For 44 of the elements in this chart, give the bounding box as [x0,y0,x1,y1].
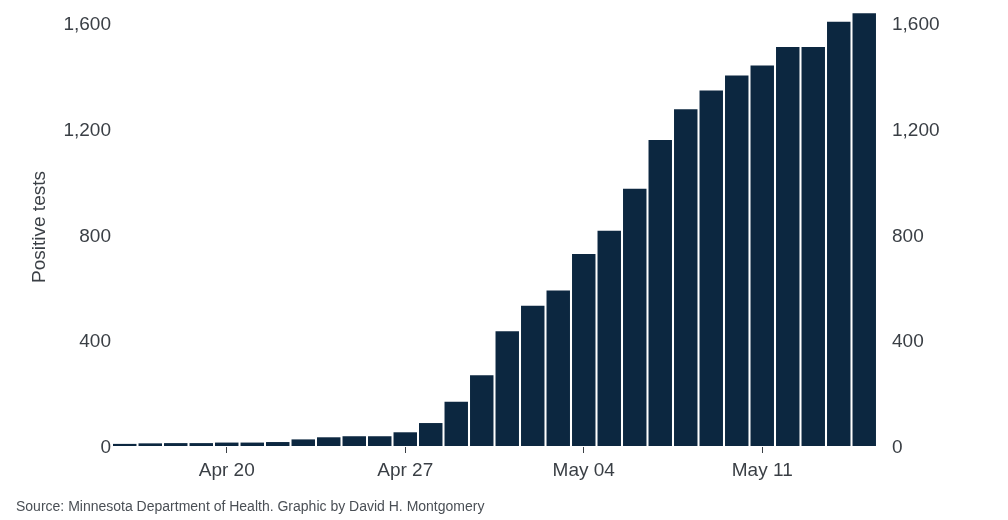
bar [495,331,519,446]
bar [164,443,188,446]
bar [113,443,137,446]
x-tick-label: Apr 20 [198,458,255,480]
y-tick-label: 400 [79,330,111,352]
y-tick-label: 1,200 [63,119,111,141]
bar [419,423,443,446]
bar [444,401,468,446]
bar [827,21,851,446]
bar [648,139,672,446]
bar [699,90,723,446]
y-tick-label: 1,600 [63,13,111,35]
y-tick-label: 800 [79,224,111,246]
y-tick-label: 0 [100,435,111,457]
y2-tick-label: 800 [892,224,924,246]
bar [291,439,315,446]
x-tick-label: May 04 [552,458,616,480]
bar [266,442,290,446]
bar [776,47,800,446]
bar [750,65,774,446]
bar [546,290,570,446]
bar [801,47,825,446]
bar [572,253,596,446]
bar [138,443,162,446]
bar [368,436,392,446]
y2-tick-label: 1,600 [892,13,940,35]
bar [393,432,417,446]
y2-tick-label: 0 [892,435,903,457]
y2-tick-label: 400 [892,330,924,352]
x-tick-label: Apr 27 [377,458,434,480]
bar [852,13,876,446]
bar [317,437,341,446]
bar [623,188,647,446]
bar [189,443,213,446]
bar [470,375,494,446]
source-note: Source: Minnesota Department of Health. Graphic by David H. Montgomery [16,498,485,514]
bar [342,436,366,446]
bar [521,305,545,446]
x-tick-label: May 11 [731,458,793,480]
y2-tick-label: 1,200 [892,119,940,141]
bar [725,75,749,446]
y-axis-title: Positive tests [28,171,50,283]
bar [597,230,621,446]
bar [674,109,698,446]
